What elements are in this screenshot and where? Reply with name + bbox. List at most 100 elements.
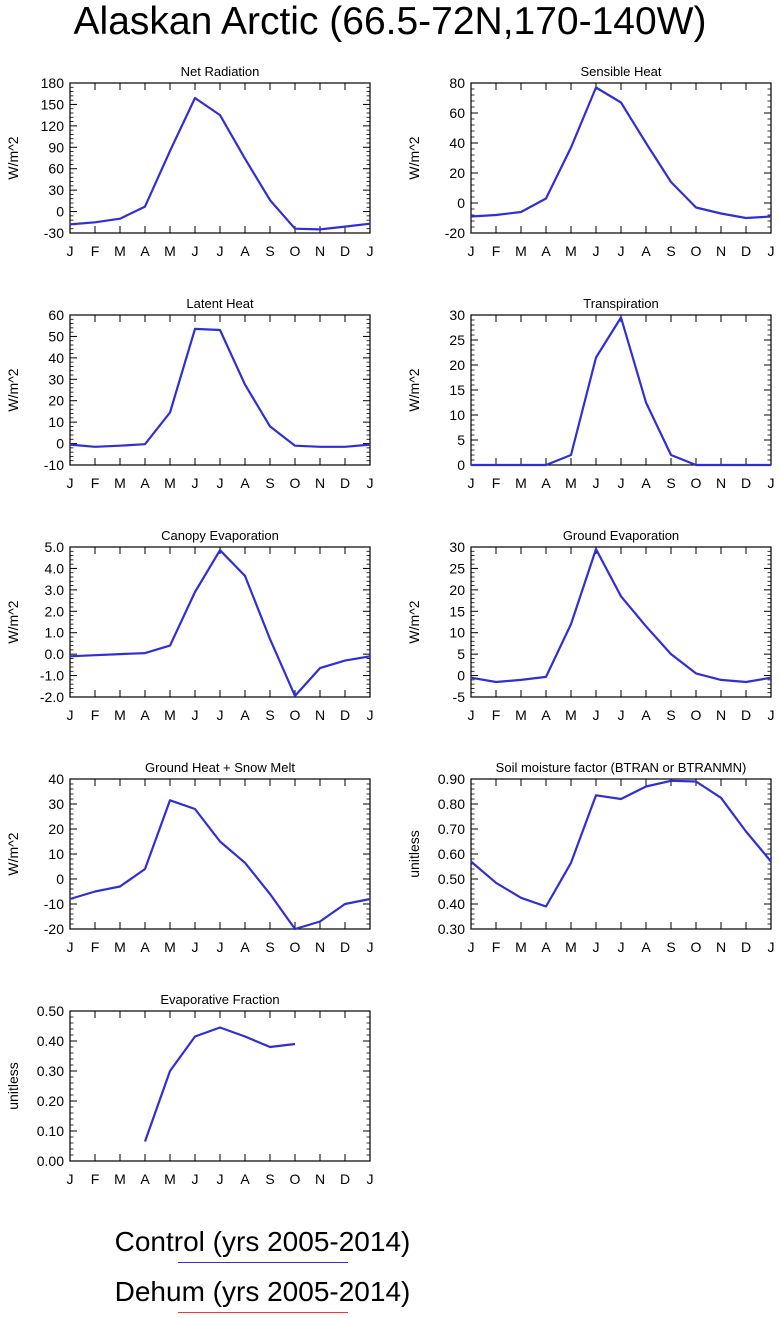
x-tick-label: S xyxy=(265,243,274,259)
x-tick-label: A xyxy=(140,707,150,723)
plot-frame xyxy=(69,82,371,234)
x-tick-label: A xyxy=(541,707,551,723)
y-tick-label: 60 xyxy=(48,307,64,323)
y-tick-label: 0.90 xyxy=(438,771,465,787)
chart-title: Sensible Heat xyxy=(581,64,662,79)
x-tick-label: A xyxy=(140,475,150,491)
y-tick-label: 0 xyxy=(457,195,465,211)
chart-title: Soil moisture factor (BTRAN or BTRANMN) xyxy=(496,760,747,775)
chart-title: Ground Heat + Snow Melt xyxy=(145,760,295,775)
y-axis-label: W/m^2 xyxy=(406,368,422,411)
y-tick-label: -10 xyxy=(44,896,64,912)
legend-label-control: Control (yrs 2005-2014) xyxy=(114,1226,411,1257)
x-tick-label: J xyxy=(367,1171,374,1187)
y-tick-label: 0.70 xyxy=(438,821,465,837)
x-tick-label: J xyxy=(618,707,625,723)
x-tick-label: D xyxy=(741,243,751,259)
y-tick-label: -30 xyxy=(44,225,64,241)
y-tick-label: 0.0 xyxy=(45,646,65,662)
y-tick-label: 1.0 xyxy=(45,625,65,641)
x-tick-label: J xyxy=(67,707,74,723)
x-tick-label: A xyxy=(140,1171,150,1187)
y-tick-label: 20 xyxy=(48,393,64,409)
y-tick-label: 0.40 xyxy=(438,896,465,912)
y-tick-label: 0.00 xyxy=(37,1153,64,1169)
y-tick-label: 40 xyxy=(449,135,465,151)
x-tick-label: A xyxy=(240,939,250,955)
x-tick-label: M xyxy=(114,475,126,491)
x-tick-label: N xyxy=(315,1171,325,1187)
x-tick-label: M xyxy=(164,243,176,259)
y-tick-label: 0.50 xyxy=(37,1003,64,1019)
x-tick-label: J xyxy=(67,1171,74,1187)
x-tick-label: J xyxy=(367,707,374,723)
x-tick-label: D xyxy=(340,707,350,723)
plot-frame xyxy=(470,314,772,466)
y-tick-label: 3.0 xyxy=(45,582,65,598)
x-tick-label: J xyxy=(618,939,625,955)
series-line-control xyxy=(470,86,772,220)
y-axis-label: unitless xyxy=(5,1062,21,1109)
y-tick-label: 0.40 xyxy=(37,1033,64,1049)
x-tick-label: A xyxy=(240,1171,250,1187)
y-tick-label: -2.0 xyxy=(40,689,64,705)
legend-line-control xyxy=(178,1262,348,1263)
x-tick-label: F xyxy=(91,939,100,955)
y-tick-label: 20 xyxy=(449,357,465,373)
y-tick-label: 10 xyxy=(449,625,465,641)
x-tick-label: J xyxy=(367,475,374,491)
series-line-control xyxy=(470,548,772,684)
x-tick-label: M xyxy=(515,243,527,259)
x-tick-label: A xyxy=(641,939,651,955)
x-tick-label: F xyxy=(91,1171,100,1187)
x-tick-label: O xyxy=(290,707,301,723)
x-tick-label: O xyxy=(691,939,702,955)
y-tick-label: 5.0 xyxy=(45,539,65,555)
plot-frame xyxy=(69,314,371,466)
y-tick-label: 0 xyxy=(56,204,64,220)
x-tick-label: S xyxy=(666,475,675,491)
x-tick-label: A xyxy=(240,243,250,259)
y-tick-label: 0 xyxy=(457,668,465,684)
x-tick-label: A xyxy=(641,707,651,723)
y-tick-label: 15 xyxy=(449,603,465,619)
x-tick-label: D xyxy=(741,939,751,955)
x-tick-label: J xyxy=(768,939,775,955)
x-tick-label: F xyxy=(492,243,501,259)
chart-title: Latent Heat xyxy=(186,296,254,311)
x-tick-label: J xyxy=(593,475,600,491)
y-tick-label: 2.0 xyxy=(45,603,65,619)
x-tick-label: J xyxy=(768,243,775,259)
x-tick-label: M xyxy=(114,1171,126,1187)
y-tick-label: -10 xyxy=(44,457,64,473)
y-tick-label: 0.20 xyxy=(37,1093,64,1109)
y-tick-label: 25 xyxy=(449,560,465,576)
x-tick-label: S xyxy=(666,939,675,955)
series-line-control xyxy=(143,1026,296,1142)
x-tick-label: M xyxy=(515,707,527,723)
series-line-control xyxy=(69,96,371,231)
x-tick-label: J xyxy=(768,707,775,723)
x-tick-label: J xyxy=(192,475,199,491)
x-tick-label: J xyxy=(618,243,625,259)
x-tick-label: S xyxy=(265,475,274,491)
x-tick-label: O xyxy=(691,243,702,259)
x-tick-label: N xyxy=(315,939,325,955)
x-tick-label: N xyxy=(716,475,726,491)
x-tick-label: M xyxy=(565,475,577,491)
x-tick-label: A xyxy=(641,243,651,259)
y-tick-label: 20 xyxy=(48,821,64,837)
y-tick-label: 20 xyxy=(449,165,465,181)
y-tick-label: 0.80 xyxy=(438,796,465,812)
x-tick-label: D xyxy=(340,939,350,955)
x-tick-label: D xyxy=(340,1171,350,1187)
x-tick-label: M xyxy=(114,243,126,259)
series-line-control xyxy=(471,316,771,467)
chart-panel-8: Soil moisture factor (BTRAN or BTRANMN) 0… xyxy=(406,760,775,955)
x-tick-label: J xyxy=(217,939,224,955)
x-tick-label: F xyxy=(492,939,501,955)
